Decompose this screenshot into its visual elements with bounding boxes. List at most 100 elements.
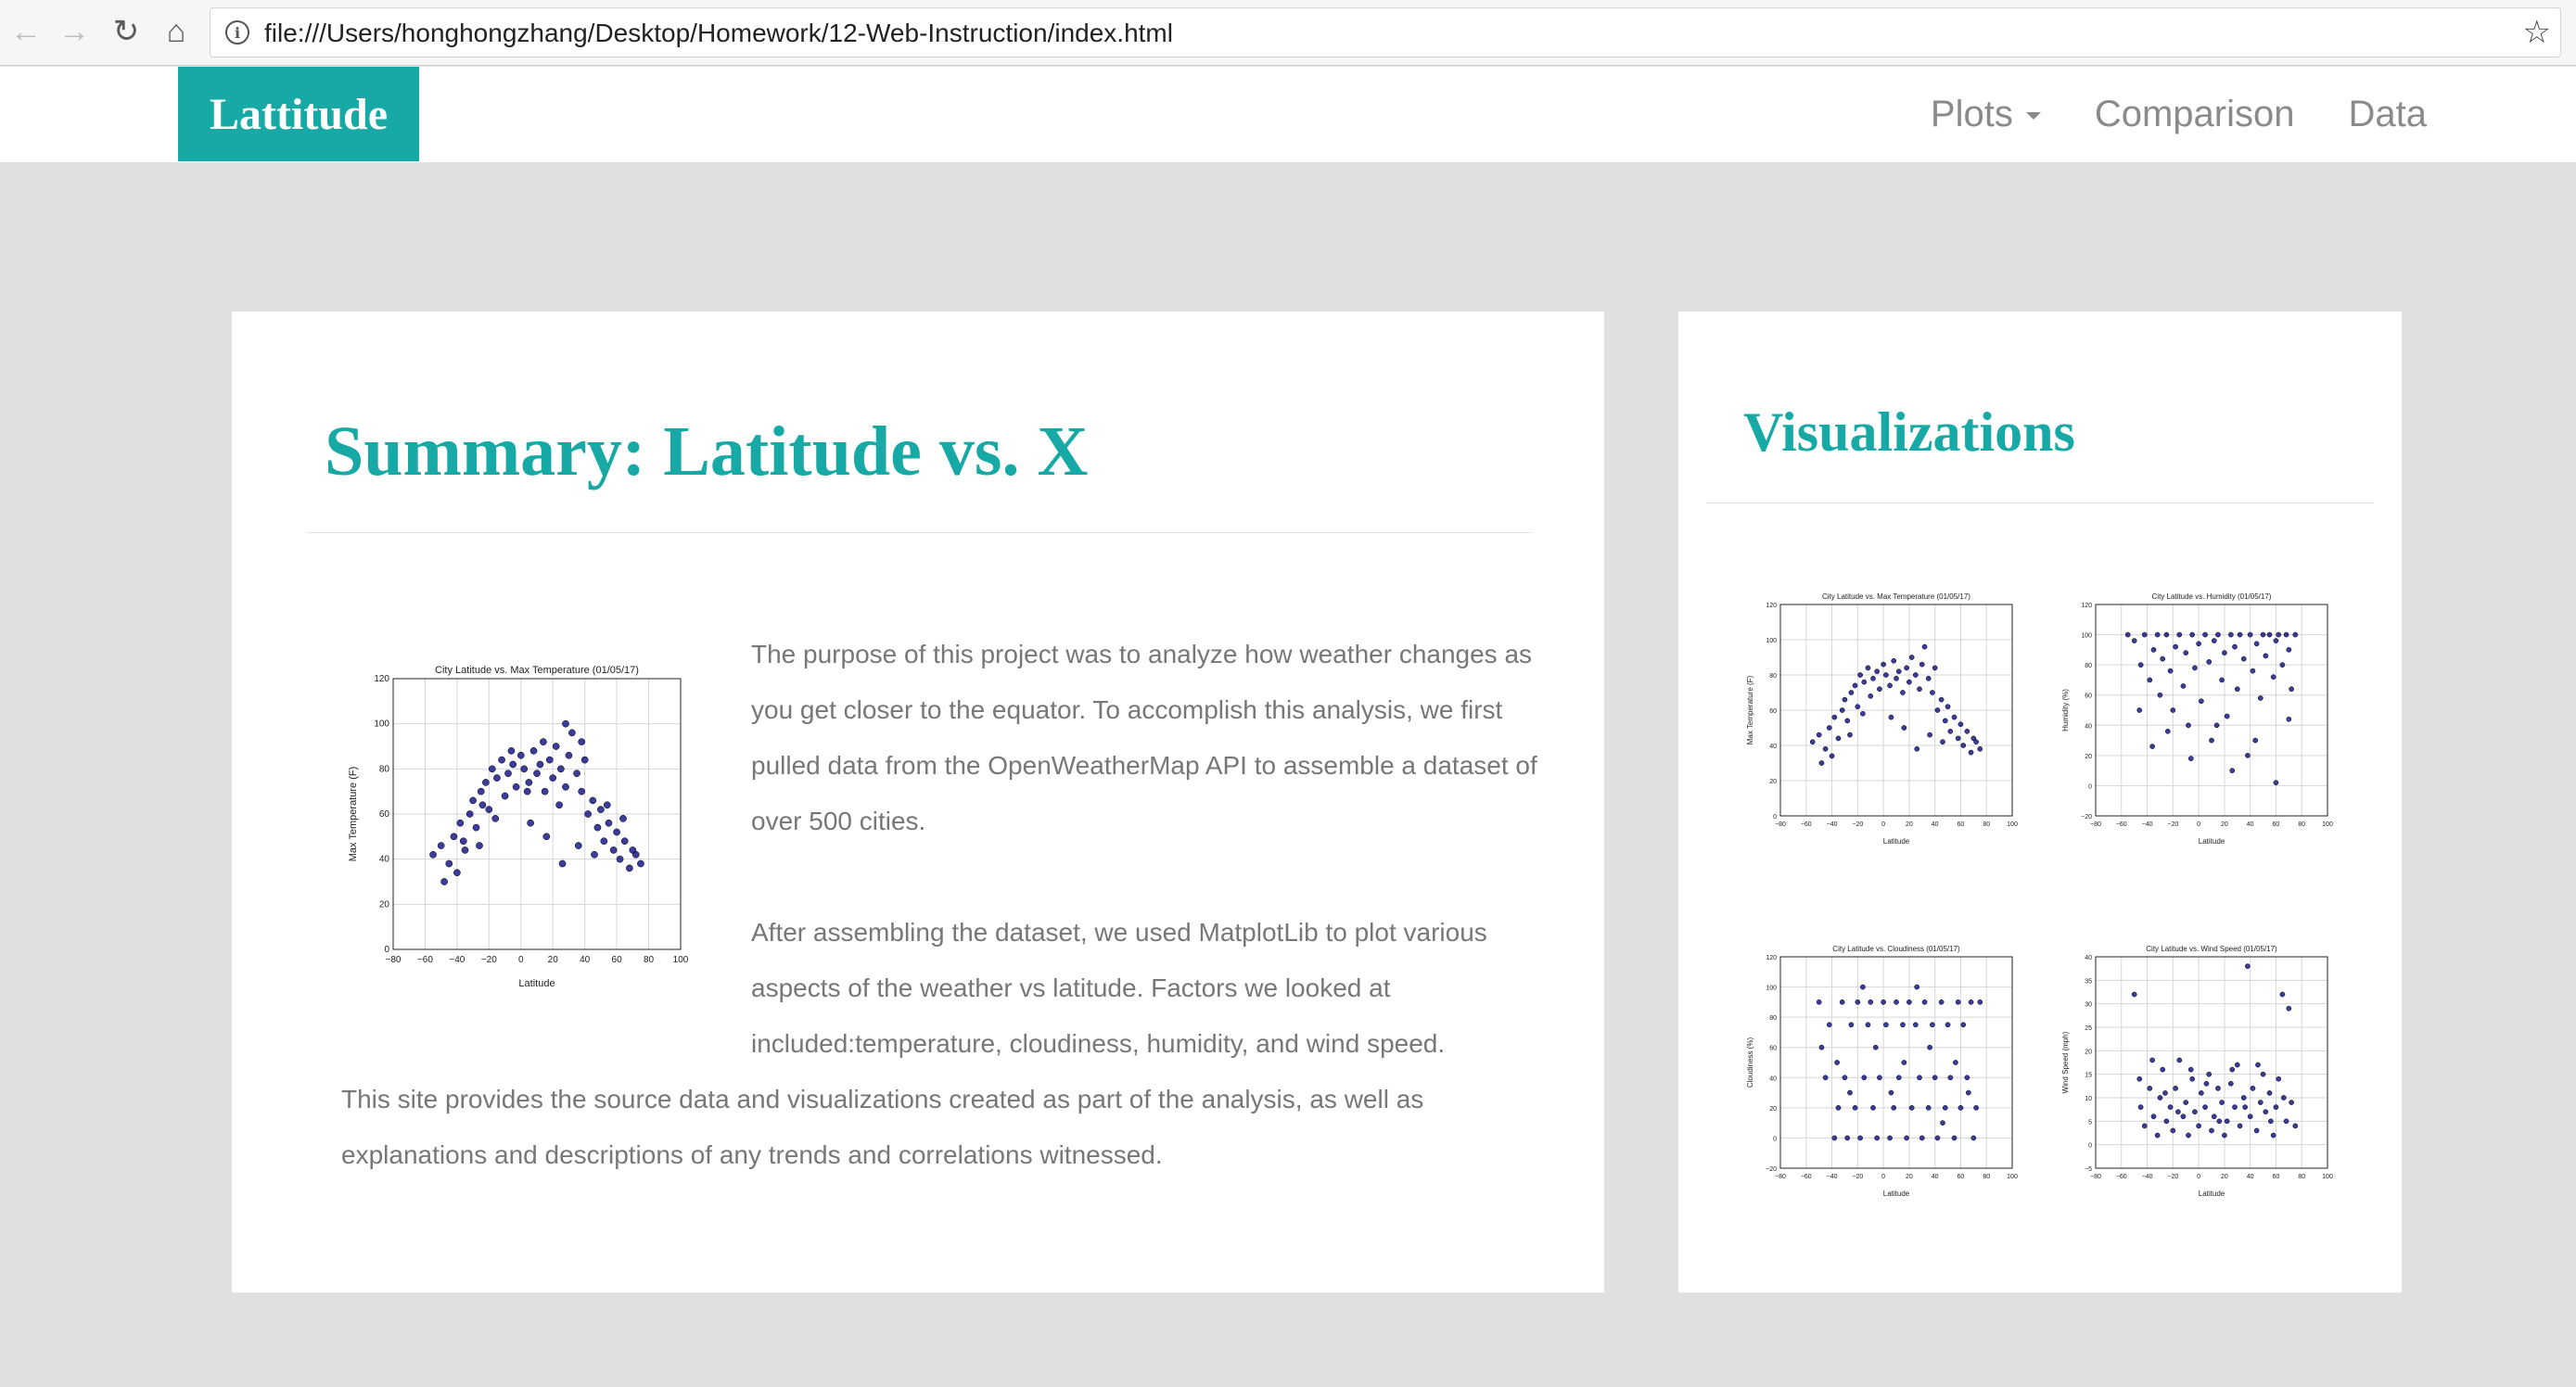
scatter-point (605, 819, 613, 827)
scatter-point (613, 828, 620, 836)
scatter-point (1861, 679, 1868, 685)
scatter-point (2250, 1086, 2256, 1091)
scatter-point (1839, 707, 1845, 713)
nav-plots-dropdown[interactable]: Plots (1931, 94, 2041, 135)
scatter-point (1925, 1105, 1932, 1111)
brand-logo[interactable]: Lattitude (178, 67, 419, 161)
y-tick-label: 0 (1773, 814, 1777, 821)
scatter-point (2283, 1118, 2289, 1125)
summary-paragraph-1: The purpose of this project was to analy… (751, 640, 1537, 835)
scatter-point (2173, 1086, 2178, 1091)
scatter-point (1848, 690, 1855, 695)
scatter-point (2286, 716, 2292, 722)
back-icon[interactable]: ← (10, 13, 42, 49)
scatter-point (477, 787, 485, 795)
scatter-point (2229, 768, 2236, 773)
scatter-point (2180, 683, 2187, 689)
scatter-point (2286, 1005, 2292, 1012)
thumb-humidity[interactable]: City Latitude vs. Humidity (01/05/17) −80… (2059, 590, 2337, 854)
scatter-point (578, 738, 586, 745)
scatter-point (1945, 704, 1951, 710)
scatter-point (453, 869, 461, 877)
x-tick-label: −80 (386, 955, 402, 965)
scatter-point (1895, 668, 1902, 675)
scatter-point (1906, 999, 1912, 1005)
visualizations-panel: Visualizations City Latitude vs. Max Tem… (1678, 312, 2402, 1292)
scatter-point (1868, 999, 1874, 1005)
scatter-point (620, 837, 629, 846)
y-tick-label: 60 (379, 809, 390, 820)
x-tick-label: 0 (1881, 821, 1885, 828)
address-bar[interactable]: i file:///Users/honghongzhang/Desktop/Ho… (210, 7, 2561, 57)
nav-data[interactable]: Data (2348, 93, 2428, 134)
y-tick-label: 80 (1769, 1015, 1777, 1022)
scatter-point (1860, 984, 1866, 990)
y-tick-label: 100 (1766, 986, 1777, 992)
thumb-temperature[interactable]: City Latitude vs. Max Temperature (01/05… (1743, 590, 2021, 854)
y-tick-label: 20 (1769, 779, 1777, 785)
scatter-point (1816, 732, 1822, 738)
scatter-point (2157, 692, 2163, 698)
x-tick-label: 40 (2247, 1174, 2254, 1180)
scatter-point (593, 823, 602, 832)
scatter-point (2149, 1057, 2155, 1063)
scatter-point (2268, 1118, 2274, 1125)
y-tick-label: 10 (2085, 1096, 2092, 1102)
scatter-point (1831, 714, 1838, 720)
scatter-point (2160, 655, 2166, 662)
scatter-point (2176, 1057, 2183, 1063)
scatter-point (1847, 732, 1853, 738)
scatter-point (1934, 1135, 1941, 1141)
url-text[interactable]: file:///Users/honghongzhang/Desktop/Home… (264, 19, 1173, 47)
scatter-point (584, 810, 592, 818)
info-icon[interactable]: i (225, 20, 249, 45)
scatter-point (2124, 631, 2131, 638)
scatter-point (2203, 1080, 2210, 1087)
reload-icon[interactable]: ↻ (112, 14, 140, 49)
scatter-point (574, 842, 582, 849)
x-tick-label: −60 (2116, 1174, 2127, 1180)
scatter-point (1958, 721, 1964, 728)
scatter-point (1839, 999, 1845, 1005)
x-tick-label: 80 (2298, 1174, 2305, 1180)
chart-title: City Latitude vs. Humidity (01/05/17) (2152, 592, 2272, 601)
y-tick-label: 100 (374, 719, 389, 730)
scatter-point (456, 819, 465, 827)
scatter-point (552, 743, 560, 750)
scatter-point (2273, 780, 2279, 786)
bookmark-star-icon[interactable]: ☆ (2522, 15, 2551, 50)
scatter-point (1968, 749, 1974, 756)
nav-plots-label: Plots (1930, 93, 2013, 134)
scatter-point (2209, 737, 2214, 744)
scatter-point (2257, 1100, 2264, 1105)
x-tick-label: −60 (1801, 1174, 1812, 1180)
x-tick-label: −20 (1852, 821, 1863, 828)
plot-frame (1779, 956, 2013, 1169)
y-axis-label: Wind Speed (mph) (2061, 1031, 2070, 1093)
thumb-cloudiness[interactable]: City Latitude vs. Cloudiness (01/05/17) −… (1743, 942, 2021, 1206)
x-tick-label: 40 (2247, 821, 2254, 828)
scatter-point (488, 765, 496, 773)
scatter-point (2260, 1071, 2266, 1077)
scatter-point (580, 756, 589, 764)
caret-down-icon (2025, 111, 2041, 120)
scatter-point (1947, 1075, 1954, 1081)
scatter-point (1927, 732, 1932, 738)
thumb-wind-speed[interactable]: City Latitude vs. Wind Speed (01/05/17) −… (2059, 942, 2337, 1206)
scatter-point (589, 796, 597, 805)
forward-icon[interactable]: → (58, 13, 90, 49)
x-tick-label: −80 (2090, 821, 2101, 828)
chart-title: City Latitude vs. Max Temperature (01/05… (1822, 592, 1970, 601)
scatter-point (2213, 722, 2220, 729)
nav-comparison[interactable]: Comparison (2094, 93, 2295, 134)
scatter-point (2253, 641, 2260, 647)
summary-chart-image[interactable]: City Latitude vs. Max Temperature (01/05… (347, 658, 690, 997)
scatter-point (2215, 631, 2221, 638)
home-icon[interactable]: ⌂ (166, 13, 186, 49)
x-tick-label: 0 (518, 955, 524, 965)
scatter-point (2279, 991, 2286, 998)
scatter-point (1834, 1060, 1840, 1065)
y-tick-label: 100 (2081, 633, 2092, 640)
scatter-point (516, 751, 525, 759)
scatter-point (1891, 657, 1897, 664)
